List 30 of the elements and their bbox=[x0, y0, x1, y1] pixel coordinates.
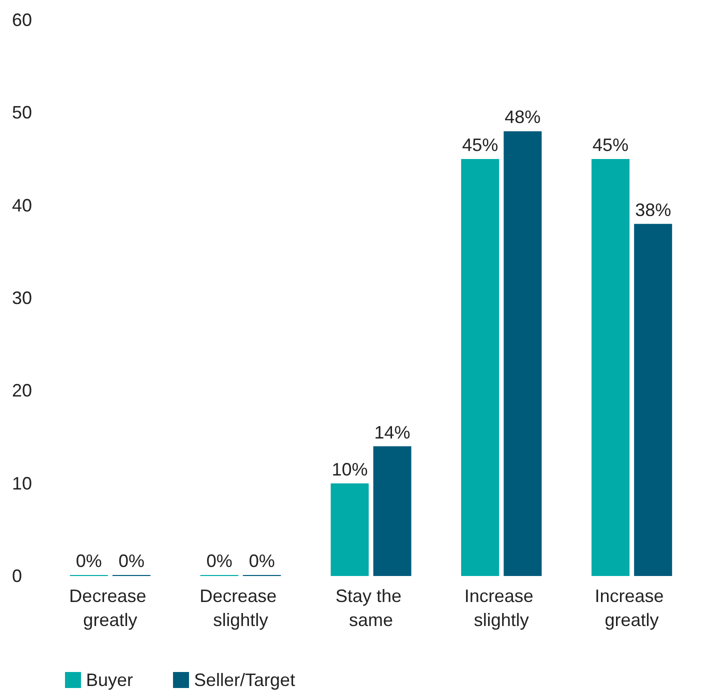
bar bbox=[634, 224, 672, 576]
x-tick-label: Decrease slightly bbox=[200, 586, 282, 630]
data-label: 45% bbox=[592, 135, 629, 155]
y-tick-label: 40 bbox=[12, 195, 32, 216]
x-tick-label: Increase greatly bbox=[594, 586, 669, 630]
legend-label: Seller/Target bbox=[194, 670, 296, 690]
legend-label: Buyer bbox=[86, 670, 134, 690]
data-label: 0% bbox=[206, 551, 232, 571]
data-label: 0% bbox=[76, 551, 102, 571]
y-tick-label: 60 bbox=[12, 10, 32, 30]
bar bbox=[330, 483, 369, 576]
y-tick-label: 0 bbox=[12, 566, 22, 586]
data-label: 14% bbox=[374, 422, 410, 442]
bar bbox=[504, 131, 542, 576]
data-label: 45% bbox=[462, 135, 498, 155]
y-tick-label: 30 bbox=[12, 288, 32, 308]
x-tick-label: Decrease greatly bbox=[69, 586, 152, 630]
data-label: 10% bbox=[332, 459, 368, 480]
x-tick-label: Increase slightly bbox=[464, 586, 538, 630]
y-tick-label: 10 bbox=[12, 473, 32, 494]
data-label: 0% bbox=[248, 551, 275, 571]
x-tick-label: Stay the same bbox=[335, 586, 407, 630]
data-label: 0% bbox=[118, 551, 144, 571]
bar bbox=[373, 446, 412, 576]
bar bbox=[592, 159, 630, 576]
bar bbox=[461, 159, 500, 576]
y-tick-label: 50 bbox=[12, 102, 32, 123]
y-tick-label: 20 bbox=[12, 380, 32, 401]
data-label: 38% bbox=[635, 200, 672, 220]
data-label: 48% bbox=[504, 107, 541, 128]
